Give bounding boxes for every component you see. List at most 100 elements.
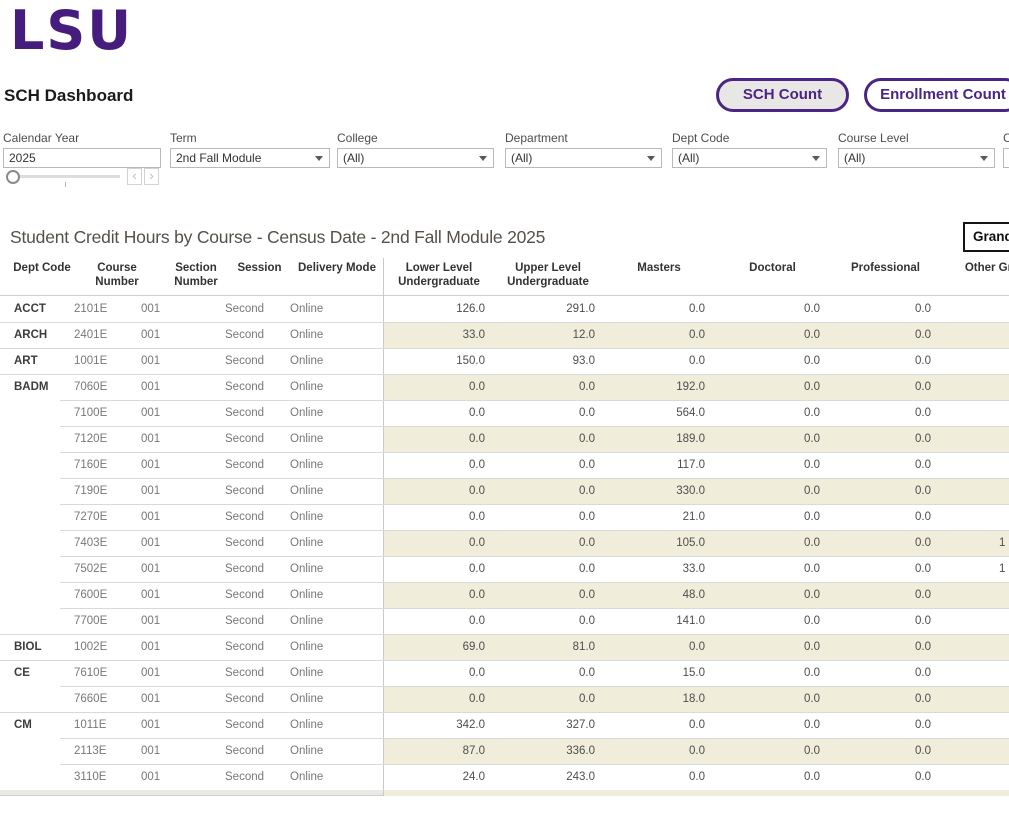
delivery-mode-cell[interactable]: Online [290,771,324,783]
course-number-cell[interactable]: 2401E [74,329,108,341]
lower-level-undergraduate-cell[interactable]: 342.0 [456,719,485,731]
dept-code-cell[interactable] [14,686,72,712]
upper-level-undergraduate-cell[interactable]: 336.0 [566,745,595,757]
delivery-mode-cell[interactable]: Online [290,381,324,393]
session-cell[interactable]: Second [225,641,265,653]
masters-cell[interactable]: 564.0 [676,407,705,419]
section-number-cell[interactable]: 001 [141,641,161,653]
other-graduate-cell[interactable] [999,686,1009,712]
session-cell[interactable]: Second [225,771,265,783]
section-number-cell[interactable]: 001 [141,381,161,393]
dept-code-cell[interactable] [14,582,72,608]
doctoral-cell[interactable]: 0.0 [804,485,820,497]
section-number-cell[interactable]: 001 [141,615,161,627]
doctoral-cell[interactable]: 0.0 [804,667,820,679]
upper-level-undergraduate-cell[interactable]: 243.0 [566,771,595,783]
masters-cell[interactable]: 117.0 [677,459,705,471]
delivery-mode-cell[interactable]: Online [290,719,324,731]
other-graduate-cell[interactable] [999,400,1009,426]
section-number-cell[interactable]: 001 [141,771,161,783]
professional-cell[interactable]: 0.0 [915,511,931,523]
section-number-cell[interactable]: 001 [141,485,161,497]
col-header-upper-level-undergraduate[interactable]: Upper Level Undergraduate [507,262,589,288]
lower-level-undergraduate-cell[interactable]: 0.0 [469,615,485,627]
delivery-mode-cell[interactable]: Online [290,615,324,627]
section-number-cell[interactable]: 001 [141,303,161,315]
upper-level-undergraduate-cell[interactable]: 0.0 [579,667,595,679]
section-number-cell[interactable]: 001 [141,563,161,575]
year-prev-button[interactable]: ‹ [127,168,142,185]
dept-code-cell[interactable] [14,452,72,478]
masters-cell[interactable]: 21.0 [682,511,705,523]
doctoral-cell[interactable]: 0.0 [804,433,820,445]
session-cell[interactable]: Second [225,615,265,627]
lower-level-undergraduate-cell[interactable]: 126.0 [456,303,485,315]
other-graduate-cell[interactable] [999,660,1009,686]
masters-cell[interactable]: 330.0 [676,485,705,497]
col-header-course-number[interactable]: Course Number [95,262,139,288]
col-header-dept-code[interactable]: Dept Code [13,262,71,274]
course-number-cell[interactable]: 7403E [74,537,108,549]
dept-code-cell[interactable]: ART [14,355,38,367]
col-header-delivery-mode[interactable]: Delivery Mode [298,262,376,274]
session-cell[interactable]: Second [225,693,265,705]
course-number-cell[interactable]: 7160E [74,459,108,471]
masters-cell[interactable]: 15.0 [682,667,705,679]
section-number-cell[interactable]: 001 [141,745,161,757]
dept-code-cell[interactable]: ACCT [14,303,46,315]
delivery-mode-cell[interactable]: Online [290,355,324,367]
lower-level-undergraduate-cell[interactable]: 0.0 [469,667,485,679]
lower-level-undergraduate-cell[interactable]: 0.0 [469,433,485,445]
session-cell[interactable]: Second [225,745,265,757]
course-number-cell[interactable]: 3110E [74,771,107,783]
masters-cell[interactable]: 141.0 [676,615,705,627]
dept-code-cell[interactable] [14,738,72,764]
dept-code-cell[interactable] [14,400,72,426]
delivery-mode-cell[interactable]: Online [290,433,324,445]
year-next-button[interactable]: › [144,168,159,185]
course-number-cell[interactable]: 7660E [74,693,108,705]
grand-total-button[interactable]: Grand Total [963,222,1009,252]
doctoral-cell[interactable]: 0.0 [804,615,820,627]
lower-level-undergraduate-cell[interactable]: 150.0 [456,355,485,367]
session-cell[interactable]: Second [225,303,265,315]
other-graduate-cell[interactable] [999,322,1009,348]
lower-level-undergraduate-cell[interactable]: 69.0 [462,641,485,653]
delivery-mode-cell[interactable]: Online [290,589,324,601]
other-graduate-cell[interactable] [999,296,1009,322]
masters-cell[interactable]: 189.0 [676,433,705,445]
masters-cell[interactable]: 192.0 [676,381,705,393]
term-dropdown[interactable]: 2nd Fall Module [170,148,330,168]
session-cell[interactable]: Second [225,433,265,445]
upper-level-undergraduate-cell[interactable]: 0.0 [579,381,595,393]
upper-level-undergraduate-cell[interactable]: 0.0 [579,433,595,445]
dept-code-cell[interactable]: BADM [14,381,49,393]
delivery-mode-cell[interactable]: Online [290,563,324,575]
dept-code-cell[interactable] [14,530,72,556]
professional-cell[interactable]: 0.0 [915,667,931,679]
session-cell[interactable]: Second [225,719,265,731]
other-graduate-cell[interactable] [999,634,1009,660]
course-level-dropdown[interactable]: (All) [838,148,995,168]
course-number-cell[interactable]: 7120E [74,433,108,445]
lower-level-undergraduate-cell[interactable]: 24.0 [462,771,485,783]
other-graduate-cell[interactable] [999,348,1009,374]
col-header-other-graduate[interactable]: Other Graduate [964,262,1009,274]
dept-code-cell[interactable]: BIOL [14,641,42,653]
course-number-cell[interactable]: 7502E [74,563,108,575]
lower-level-undergraduate-cell[interactable]: 0.0 [469,589,485,601]
session-cell[interactable]: Second [225,381,265,393]
other-graduate-cell[interactable] [999,712,1009,738]
dept-code-dropdown[interactable]: (All) [672,148,827,168]
upper-level-undergraduate-cell[interactable]: 327.0 [566,719,595,731]
doctoral-cell[interactable]: 0.0 [804,303,820,315]
delivery-mode-cell[interactable]: Online [290,667,324,679]
upper-level-undergraduate-cell[interactable]: 0.0 [579,589,595,601]
lower-level-undergraduate-cell[interactable]: 0.0 [469,537,485,549]
doctoral-cell[interactable]: 0.0 [804,589,820,601]
delivery-mode-cell[interactable]: Online [290,407,324,419]
course-number-cell[interactable]: 7100E [74,407,108,419]
masters-cell[interactable]: 0.0 [689,355,705,367]
upper-level-undergraduate-cell[interactable]: 0.0 [579,615,595,627]
col-header-professional[interactable]: Professional [850,262,921,274]
